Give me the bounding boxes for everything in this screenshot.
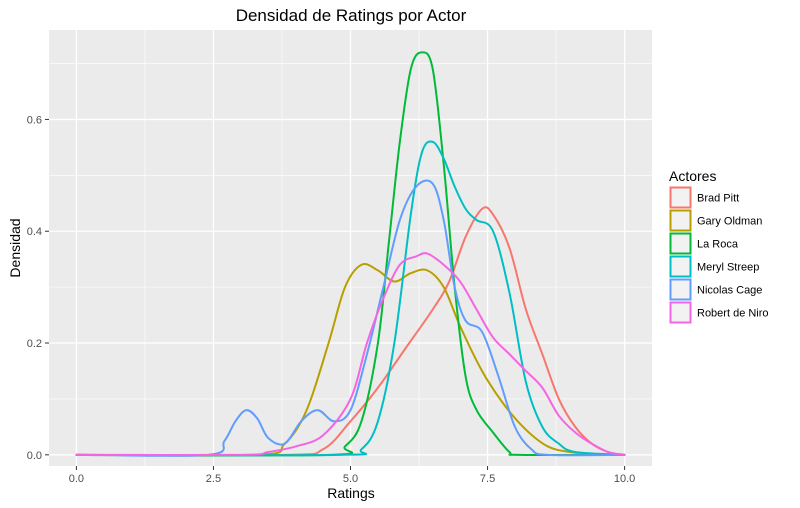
- y-axis-title: Densidad: [7, 218, 23, 277]
- legend-key-brad-pitt: [669, 186, 692, 209]
- legend: Actores Brad Pitt Gary Oldman La Roca Meryl…: [669, 168, 769, 324]
- legend-label-brad-pitt: Brad Pitt: [697, 193, 739, 205]
- y-axis: 0.0 0.2 0.4 0.6: [27, 114, 49, 462]
- legend-key-gary-oldman: [669, 209, 692, 232]
- y-tick-label: 0.4: [27, 226, 42, 238]
- legend-label-robert-de-niro: Robert de Niro: [697, 308, 769, 320]
- legend-title: Actores: [669, 168, 716, 184]
- legend-label-la-roca: La Roca: [697, 239, 739, 251]
- series-line-la-roca: [75, 51, 626, 457]
- x-axis-title: Ratings: [327, 485, 374, 501]
- chart-title: Densidad de Ratings por Actor: [236, 6, 467, 25]
- series-line-brad-pitt: [75, 206, 626, 457]
- x-tick-label: 10.0: [614, 473, 635, 485]
- legend-key-la-roca: [669, 232, 692, 255]
- series-line-robert-de-niro: [75, 252, 626, 457]
- series-line-nicolas-cage: [75, 179, 626, 457]
- y-tick-label: 0.2: [27, 338, 42, 350]
- legend-key-robert-de-niro: [669, 301, 692, 324]
- legend-label-nicolas-cage: Nicolas Cage: [697, 285, 762, 297]
- legend-label-gary-oldman: Gary Oldman: [697, 216, 762, 228]
- x-tick-label: 7.5: [480, 473, 495, 485]
- x-axis: 0.0 2.5 5.0 7.5 10.0: [69, 466, 635, 485]
- y-tick-label: 0.6: [27, 114, 42, 126]
- series-line-meryl-streep: [75, 140, 626, 457]
- legend-key-nicolas-cage: [669, 278, 692, 301]
- series-lines: [75, 51, 626, 457]
- x-tick-label: 2.5: [206, 473, 221, 485]
- legend-label-meryl-streep: Meryl Streep: [697, 262, 759, 274]
- x-tick-label: 0.0: [69, 473, 84, 485]
- y-tick-label: 0.0: [27, 450, 42, 462]
- legend-key-meryl-streep: [669, 255, 692, 278]
- x-tick-label: 5.0: [343, 473, 358, 485]
